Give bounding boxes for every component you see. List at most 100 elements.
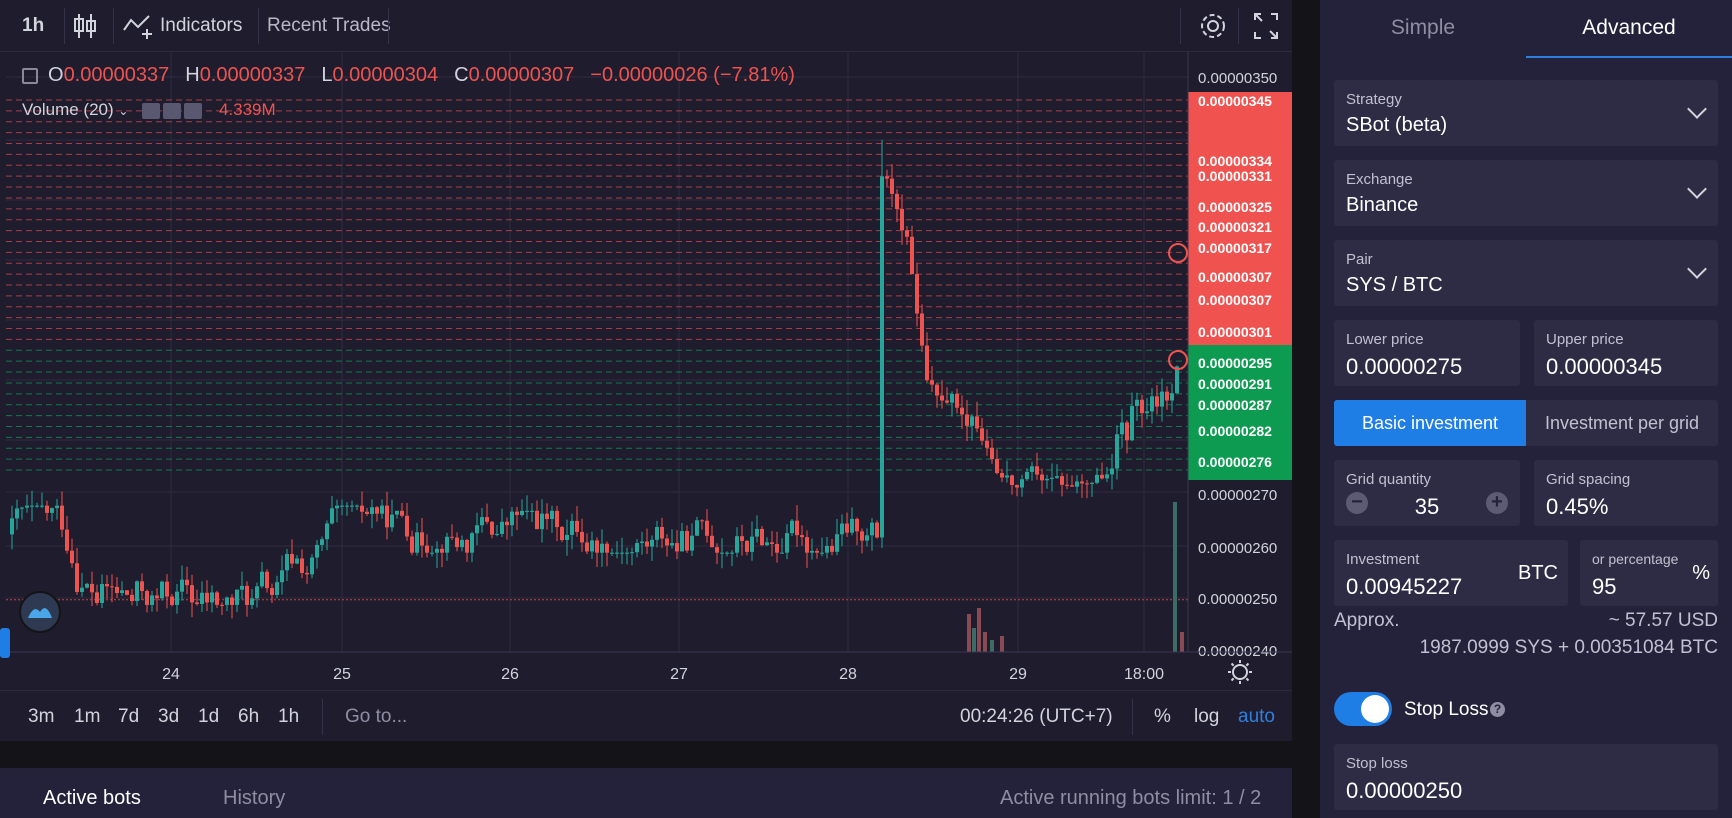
candle-body bbox=[1015, 485, 1019, 488]
range-button-1m[interactable]: 1m bbox=[74, 706, 101, 727]
basic-investment-button[interactable]: Basic investment bbox=[1334, 400, 1526, 446]
percentage-field[interactable]: or percentage 95 % bbox=[1580, 540, 1718, 606]
candle-body bbox=[245, 585, 249, 605]
upper-price-value[interactable]: 0.00000345 bbox=[1546, 354, 1663, 379]
candle-body bbox=[50, 508, 54, 513]
chevron-down-icon[interactable]: ⌄ bbox=[118, 104, 129, 118]
tab-active-bots[interactable]: Active bots bbox=[43, 787, 141, 809]
brightness-icon-ray bbox=[1245, 677, 1250, 682]
investment-field[interactable]: Investment 0.00945227 BTC bbox=[1334, 540, 1568, 606]
lower-price-value[interactable]: 0.00000275 bbox=[1346, 354, 1463, 379]
candle-body bbox=[360, 505, 364, 512]
candle-body bbox=[165, 581, 169, 597]
fullscreen-button[interactable] bbox=[1252, 0, 1280, 52]
candle-body bbox=[160, 581, 164, 599]
range-button-7d[interactable]: 7d bbox=[118, 706, 140, 727]
exchange-select[interactable]: Exchange Binance bbox=[1334, 160, 1718, 226]
bots-limit-label: Active running bots limit: 1 / 2 bbox=[1000, 787, 1262, 809]
stop-loss-toggle[interactable] bbox=[1334, 692, 1392, 726]
left-drawer-handle[interactable] bbox=[0, 628, 10, 658]
auto-toggle[interactable]: auto bbox=[1238, 706, 1275, 727]
tab-history[interactable]: History bbox=[223, 787, 286, 809]
lower-price-field[interactable]: Lower price 0.00000275 bbox=[1334, 320, 1520, 386]
candle-body bbox=[1150, 396, 1154, 412]
indicators-button[interactable]: Indicators bbox=[160, 15, 243, 36]
upper-price-field[interactable]: Upper price 0.00000345 bbox=[1534, 320, 1718, 386]
candle-body bbox=[1165, 391, 1169, 401]
x-tick-label: 29 bbox=[1009, 666, 1027, 683]
candle-body bbox=[105, 584, 109, 587]
volume-label[interactable]: Volume (20) bbox=[22, 100, 114, 119]
goto-button[interactable]: Go to... bbox=[345, 706, 408, 727]
candle-body bbox=[355, 505, 359, 507]
eye-icon[interactable] bbox=[142, 102, 161, 119]
approx-usd: ~ 57.57 USD bbox=[1608, 610, 1718, 631]
tab-simple[interactable]: Simple bbox=[1390, 16, 1456, 39]
tab-advanced[interactable]: Advanced bbox=[1526, 0, 1732, 58]
indicators-icon-wrap[interactable] bbox=[122, 0, 154, 52]
close-icon[interactable] bbox=[184, 102, 203, 119]
candle-body bbox=[305, 572, 309, 575]
candle-body bbox=[365, 511, 369, 514]
x-tick-label: 25 bbox=[333, 666, 351, 683]
recent-trades-button[interactable]: Recent Trades bbox=[267, 15, 391, 36]
investment-label: Investment bbox=[1346, 551, 1420, 568]
candle-body bbox=[270, 588, 274, 595]
candle-body bbox=[890, 178, 894, 194]
brightness-icon[interactable] bbox=[1232, 664, 1248, 680]
settings-button[interactable] bbox=[1198, 0, 1228, 52]
candle-body bbox=[820, 552, 824, 554]
minus-icon[interactable]: − bbox=[1346, 492, 1368, 514]
gear-icon[interactable] bbox=[163, 102, 182, 119]
range-button-6h[interactable]: 6h bbox=[238, 706, 260, 727]
grid-order-marker bbox=[1168, 350, 1188, 370]
grid-spacing-field[interactable]: Grid spacing 0.45% bbox=[1534, 460, 1718, 526]
chart-toolbar: 1h Indicators Recent Trade bbox=[0, 0, 1292, 52]
log-toggle[interactable]: log bbox=[1194, 706, 1220, 727]
candle-body bbox=[865, 535, 869, 541]
candle-body bbox=[590, 540, 594, 552]
x-tick-label: 24 bbox=[162, 666, 180, 683]
candle-body bbox=[625, 552, 629, 554]
range-button-1h[interactable]: 1h bbox=[278, 706, 300, 727]
toggle-knob bbox=[1361, 695, 1389, 723]
candle-body bbox=[1120, 422, 1124, 435]
pair-select[interactable]: Pair SYS / BTC bbox=[1334, 240, 1718, 306]
strategy-select[interactable]: Strategy SBot (beta) bbox=[1334, 80, 1718, 146]
chart-panel: 1h Indicators Recent Trade bbox=[0, 0, 1292, 741]
help-icon[interactable]: ? bbox=[1490, 702, 1505, 717]
candle-body bbox=[95, 592, 99, 604]
candle-body bbox=[990, 447, 994, 460]
candle-body bbox=[455, 537, 459, 548]
stop-loss-field[interactable]: Stop loss 0.00000250 bbox=[1334, 744, 1718, 810]
grid-spacing-value[interactable]: 0.45% bbox=[1546, 494, 1609, 519]
range-button-3d[interactable]: 3d bbox=[158, 706, 180, 727]
percentage-value[interactable]: 95 bbox=[1592, 574, 1617, 599]
grid-quantity-field[interactable]: Grid quantity − 35 + bbox=[1334, 460, 1520, 526]
candle-body bbox=[835, 534, 839, 552]
grid-quantity-value[interactable]: 35 bbox=[1414, 494, 1440, 519]
interval-button[interactable]: 1h bbox=[22, 15, 45, 36]
stop-loss-value[interactable]: 0.00000250 bbox=[1346, 778, 1463, 803]
candle-type-button[interactable] bbox=[72, 0, 100, 52]
percent-toggle[interactable]: % bbox=[1154, 706, 1171, 727]
candle-body bbox=[115, 586, 119, 594]
candle-body bbox=[645, 541, 649, 547]
collapse-legend-icon[interactable] bbox=[22, 67, 38, 84]
range-button-3m[interactable]: 3m bbox=[28, 706, 55, 727]
candle-body bbox=[1100, 474, 1104, 479]
investment-value[interactable]: 0.00945227 bbox=[1346, 574, 1463, 599]
range-button-1d[interactable]: 1d bbox=[198, 706, 220, 727]
investment-per-grid-button[interactable]: Investment per grid bbox=[1526, 400, 1718, 446]
candle-body bbox=[150, 595, 154, 605]
toolbar-separator bbox=[113, 8, 114, 44]
percentage-label: or percentage bbox=[1592, 551, 1679, 567]
plus-icon[interactable]: + bbox=[1486, 492, 1508, 514]
x-tick-label: 18:00 bbox=[1124, 666, 1164, 683]
candle-body bbox=[80, 587, 84, 592]
candle-body bbox=[500, 521, 504, 534]
candle-body bbox=[1035, 466, 1039, 475]
candle-body bbox=[600, 543, 604, 553]
